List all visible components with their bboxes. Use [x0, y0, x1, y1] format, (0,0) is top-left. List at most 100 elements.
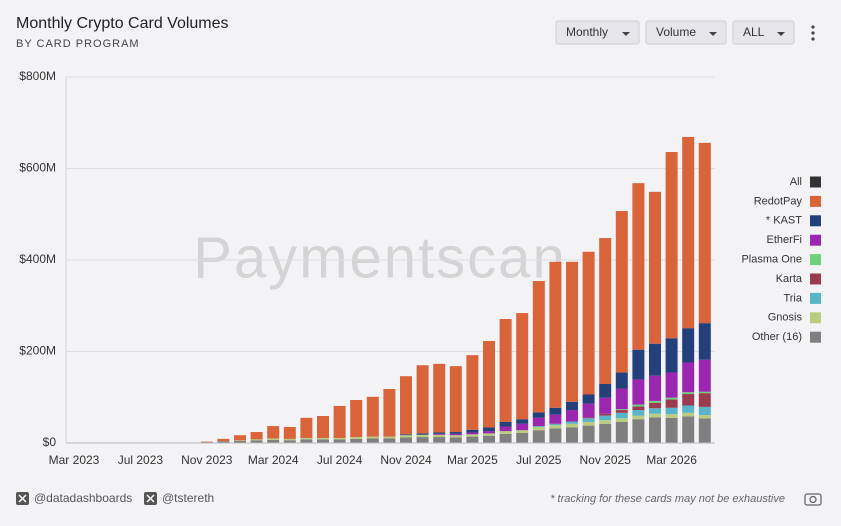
bar-segment: [449, 433, 462, 436]
bar-segment: [665, 372, 678, 398]
bar-segment: [566, 423, 578, 428]
bar-segment: [333, 439, 346, 443]
bar-segment: [466, 429, 479, 433]
dropdown-arrow: [622, 32, 630, 36]
bar-segment: [649, 400, 661, 403]
legend-label: Karta: [776, 273, 803, 285]
bar-segment: [433, 433, 446, 435]
bar-segment: [449, 366, 462, 433]
bar-segment: [649, 375, 661, 401]
dropdown[interactable]: [732, 20, 795, 45]
bar-segment: [649, 413, 661, 418]
bar-segment: [649, 408, 661, 414]
bar-segment: [665, 417, 678, 443]
bar-segment: [400, 435, 412, 438]
bar-segment: [499, 426, 512, 432]
bar-segment: [698, 393, 711, 407]
bar-segment: [698, 406, 711, 416]
bar-segment: [682, 412, 695, 417]
bar-segment: [283, 438, 296, 441]
bar-segment: [234, 435, 246, 441]
bar-segment: [599, 413, 612, 416]
bar-segment: [682, 136, 695, 329]
bar-segment: [466, 432, 479, 435]
legend-swatch[interactable]: [810, 312, 821, 324]
bar-segment: [350, 438, 363, 443]
bar-segment: [599, 420, 612, 424]
legend-swatch[interactable]: [810, 273, 821, 285]
legend-swatch[interactable]: [810, 292, 821, 304]
bar-segment: [632, 406, 645, 411]
bar-segment: [317, 437, 329, 440]
bar-segment: [483, 433, 495, 436]
footer-link[interactable]: @tstereth: [162, 491, 214, 505]
legend-label: Other (16): [752, 331, 802, 343]
legend-swatch[interactable]: [810, 234, 821, 246]
bar-segment: [400, 434, 412, 436]
bar-segment: [665, 397, 678, 400]
legend-swatch[interactable]: [810, 195, 821, 207]
bar-segment: [632, 410, 645, 416]
bar-segment: [549, 423, 562, 426]
x-tick-label: Nov 2025: [580, 453, 632, 467]
dropdown-label: Volume: [656, 25, 696, 39]
legend-label: All: [790, 176, 802, 188]
bar-segment: [698, 142, 711, 324]
legend-swatch[interactable]: [810, 331, 821, 343]
bar-segment: [698, 415, 711, 419]
legend-swatch[interactable]: [810, 176, 821, 188]
bar-segment: [682, 405, 695, 413]
legend-label: RedotPay: [754, 195, 803, 207]
bar-segment: [383, 436, 396, 439]
bar-segment: [516, 423, 529, 431]
bar-segment: [665, 407, 678, 415]
bar-segment: [483, 427, 495, 432]
bar-segment: [366, 438, 379, 443]
bar-segment: [615, 418, 628, 422]
bar-segment: [698, 391, 711, 394]
bar-segment: [615, 409, 628, 411]
footnote: * tracking for these cards may not be ex…: [550, 493, 785, 505]
x-tick-label: Jul 2024: [317, 453, 363, 467]
bar-segment: [549, 407, 562, 415]
bar-segment: [366, 396, 379, 437]
y-tick-label: $200M: [19, 344, 56, 358]
dropdown[interactable]: [555, 20, 640, 45]
bar-segment: [516, 313, 529, 420]
bar-segment: [317, 439, 329, 443]
bar-segment: [532, 426, 545, 427]
bar-segment: [532, 426, 545, 431]
bar-segment: [416, 437, 429, 443]
watermark: Paymentscan: [193, 225, 566, 290]
bar-segment: [532, 417, 545, 427]
bar-segment: [682, 362, 695, 393]
legend-label: Gnosis: [768, 312, 803, 324]
bar-segment: [250, 440, 263, 443]
bar-segment: [283, 426, 296, 439]
bar-segment: [615, 388, 628, 410]
bar-segment: [682, 392, 695, 395]
bar-segment: [649, 343, 661, 376]
bar-segment: [483, 431, 495, 434]
camera-icon[interactable]: [804, 493, 822, 506]
bar-segment: [383, 438, 396, 443]
bar-segment: [615, 372, 628, 389]
bar-segment: [632, 415, 645, 420]
bar-segment: [416, 365, 429, 434]
bar-segment: [698, 359, 711, 392]
bar-segment: [549, 425, 562, 429]
bar-segment: [433, 434, 446, 438]
legend-swatch[interactable]: [810, 254, 821, 266]
x-tick-label: Mar 2023: [49, 453, 100, 467]
bar-segment: [649, 191, 661, 344]
legend-label: Tria: [783, 292, 802, 304]
bar-segment: [665, 338, 678, 373]
menu-icon[interactable]: [811, 25, 815, 41]
dropdown[interactable]: [645, 20, 727, 45]
legend-swatch[interactable]: [810, 215, 821, 227]
footer-link[interactable]: @datadashboards: [34, 491, 132, 505]
bar-segment: [566, 261, 578, 402]
bar-segment: [366, 436, 379, 439]
bar-segment: [516, 430, 529, 433]
